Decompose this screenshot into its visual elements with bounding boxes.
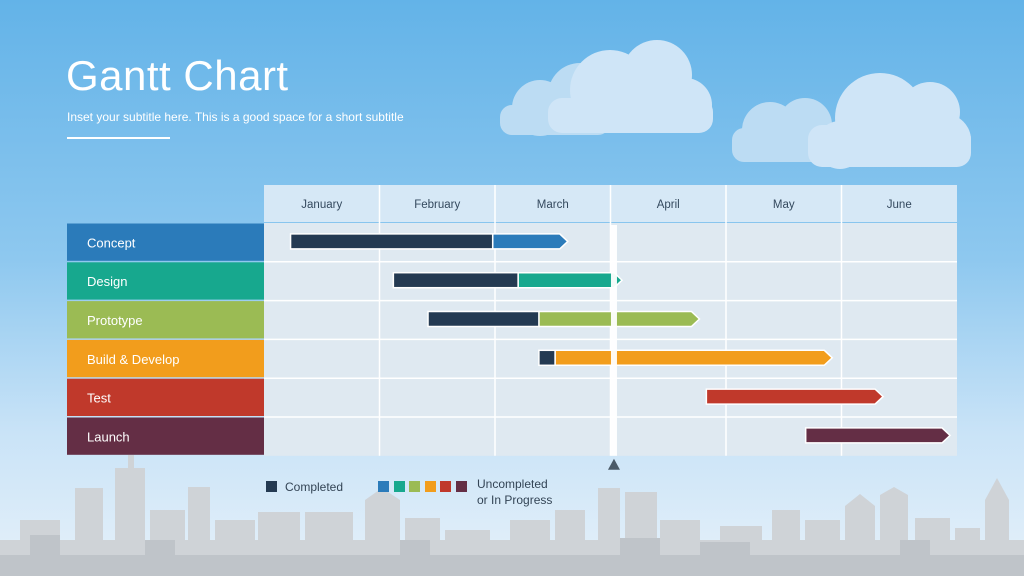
- cloud-right: [732, 73, 971, 169]
- city-skyline-front: [0, 535, 1024, 576]
- task-bar-completed: [538, 349, 556, 367]
- today-marker-triangle: [607, 458, 620, 470]
- page-subtitle: Inset your subtitle here. This is a good…: [67, 110, 404, 124]
- task-bar-remaining: [804, 427, 952, 444]
- task-bar-remaining: [491, 233, 569, 250]
- task-bar-remaining: [554, 349, 834, 367]
- task-label: Design: [87, 274, 127, 289]
- month-label: February: [414, 199, 460, 211]
- task-label-cell: [67, 262, 264, 300]
- legend-uncompleted-label-line1: Uncompleted: [477, 477, 548, 491]
- task-label-cell: [67, 417, 264, 455]
- task-bar-remaining: [705, 388, 885, 405]
- task-label-cell: [67, 378, 264, 416]
- legend-completed-label: Completed: [285, 480, 344, 494]
- legend-uncompleted-label-line2: or In Progress: [477, 493, 553, 507]
- task-label: Prototype: [87, 313, 143, 328]
- month-label: March: [537, 199, 569, 211]
- month-label: January: [301, 199, 342, 211]
- task-bar-completed: [392, 271, 519, 289]
- title-underline: [67, 137, 170, 139]
- task-label: Build & Develop: [87, 352, 180, 367]
- task-bar-completed: [289, 233, 494, 250]
- page-title: Gantt Chart: [66, 52, 289, 99]
- task-bar-remaining: [517, 271, 624, 289]
- month-label: May: [773, 199, 795, 211]
- task-label-cell: [67, 301, 264, 339]
- legend-swatch: [393, 481, 405, 492]
- legend-swatch: [424, 481, 436, 492]
- legend-swatch: [440, 481, 451, 492]
- task-label: Test: [87, 391, 111, 406]
- task-bar-remaining: [538, 310, 701, 328]
- task-label: Concept: [87, 235, 136, 250]
- task-bar-completed: [427, 310, 540, 328]
- task-label: Launch: [87, 429, 130, 444]
- legend-swatch: [409, 481, 420, 492]
- legend-completed-swatch: [266, 481, 277, 492]
- legend-swatch: [378, 481, 389, 492]
- legend-swatch: [455, 481, 467, 492]
- cloud-left: [500, 40, 713, 136]
- task-label-cell: [67, 223, 264, 261]
- month-label: April: [657, 199, 680, 211]
- month-label: June: [887, 199, 912, 211]
- today-marker-line: [610, 225, 617, 456]
- task-label-cell: [67, 339, 264, 378]
